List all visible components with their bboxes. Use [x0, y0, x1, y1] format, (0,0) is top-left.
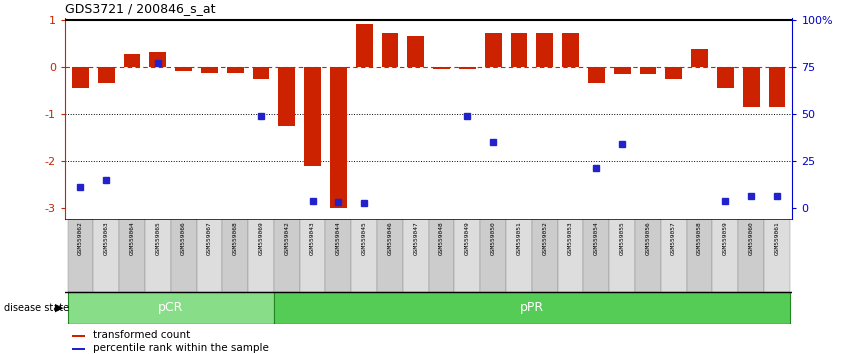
Text: transformed count: transformed count — [93, 330, 190, 340]
Bar — [768, 67, 785, 107]
Bar — [511, 33, 527, 67]
Text: disease state: disease state — [4, 303, 69, 313]
Bar — [197, 219, 223, 292]
Bar — [377, 219, 403, 292]
Bar — [201, 67, 217, 73]
Text: GSM559055: GSM559055 — [620, 222, 624, 255]
Text: GSM559067: GSM559067 — [207, 222, 212, 255]
Bar — [558, 219, 584, 292]
Bar — [72, 335, 86, 337]
Bar — [304, 67, 321, 166]
Bar — [532, 219, 558, 292]
Bar — [223, 219, 248, 292]
Bar — [610, 219, 635, 292]
Bar — [98, 67, 114, 84]
Text: pCR: pCR — [158, 302, 184, 314]
Bar — [72, 67, 89, 88]
Bar — [433, 67, 450, 69]
Text: GSM559068: GSM559068 — [233, 222, 237, 255]
Bar — [738, 219, 764, 292]
Bar — [330, 67, 346, 208]
Bar — [72, 348, 86, 350]
Bar — [713, 219, 738, 292]
Text: GSM559052: GSM559052 — [542, 222, 547, 255]
Text: GSM559049: GSM559049 — [465, 222, 470, 255]
Bar — [764, 219, 790, 292]
Text: GSM559057: GSM559057 — [671, 222, 676, 255]
Text: GSM559056: GSM559056 — [645, 222, 650, 255]
Bar — [68, 219, 94, 292]
Bar — [665, 67, 682, 79]
Bar — [352, 219, 377, 292]
Text: percentile rank within the sample: percentile rank within the sample — [93, 343, 268, 353]
Bar — [743, 67, 759, 107]
Bar — [614, 67, 630, 74]
Bar — [124, 54, 140, 67]
Text: GDS3721 / 200846_s_at: GDS3721 / 200846_s_at — [65, 2, 216, 15]
Bar — [562, 33, 579, 67]
Bar — [691, 49, 708, 67]
Bar — [150, 52, 166, 67]
Bar — [661, 219, 687, 292]
Text: pPR: pPR — [520, 302, 544, 314]
Text: GSM559043: GSM559043 — [310, 222, 315, 255]
Text: GSM559047: GSM559047 — [413, 222, 418, 255]
Bar — [485, 33, 501, 67]
Bar — [94, 219, 120, 292]
Bar — [248, 219, 274, 292]
Text: GSM559048: GSM559048 — [439, 222, 444, 255]
Bar — [640, 67, 656, 74]
Bar — [429, 219, 455, 292]
Bar — [68, 292, 274, 324]
Text: GSM559051: GSM559051 — [516, 222, 521, 255]
Bar — [356, 24, 372, 67]
Bar — [687, 219, 713, 292]
Text: GSM559042: GSM559042 — [284, 222, 289, 255]
Text: GSM559063: GSM559063 — [104, 222, 109, 255]
Bar — [300, 219, 326, 292]
Bar — [382, 33, 398, 67]
Bar — [717, 67, 734, 88]
Bar — [145, 219, 171, 292]
Text: GSM559065: GSM559065 — [155, 222, 160, 255]
Text: GSM559060: GSM559060 — [748, 222, 753, 255]
Text: ▶: ▶ — [55, 303, 63, 313]
Bar — [506, 219, 532, 292]
Text: GSM559058: GSM559058 — [697, 222, 702, 255]
Text: GSM559069: GSM559069 — [258, 222, 263, 255]
Text: GSM559062: GSM559062 — [78, 222, 83, 255]
Text: GSM559050: GSM559050 — [491, 222, 495, 255]
Bar — [171, 219, 197, 292]
Bar — [588, 67, 604, 84]
Bar — [120, 219, 145, 292]
Bar — [278, 67, 295, 126]
Bar — [407, 36, 424, 67]
Text: GSM559054: GSM559054 — [594, 222, 599, 255]
Bar — [635, 219, 661, 292]
Bar — [274, 219, 300, 292]
Bar — [253, 67, 269, 79]
Bar — [481, 219, 506, 292]
Bar — [326, 219, 352, 292]
Bar — [175, 67, 192, 71]
Bar — [536, 33, 553, 67]
Bar — [227, 67, 243, 73]
Text: GSM559064: GSM559064 — [130, 222, 134, 255]
Text: GSM559053: GSM559053 — [568, 222, 573, 255]
Text: GSM559046: GSM559046 — [387, 222, 392, 255]
Text: GSM559061: GSM559061 — [774, 222, 779, 255]
Bar — [403, 219, 429, 292]
Bar — [584, 219, 610, 292]
Bar — [455, 219, 481, 292]
Text: GSM559045: GSM559045 — [362, 222, 366, 255]
Text: GSM559044: GSM559044 — [336, 222, 341, 255]
Bar — [459, 67, 475, 69]
Bar — [274, 292, 790, 324]
Text: GSM559059: GSM559059 — [723, 222, 727, 255]
Text: GSM559066: GSM559066 — [181, 222, 186, 255]
